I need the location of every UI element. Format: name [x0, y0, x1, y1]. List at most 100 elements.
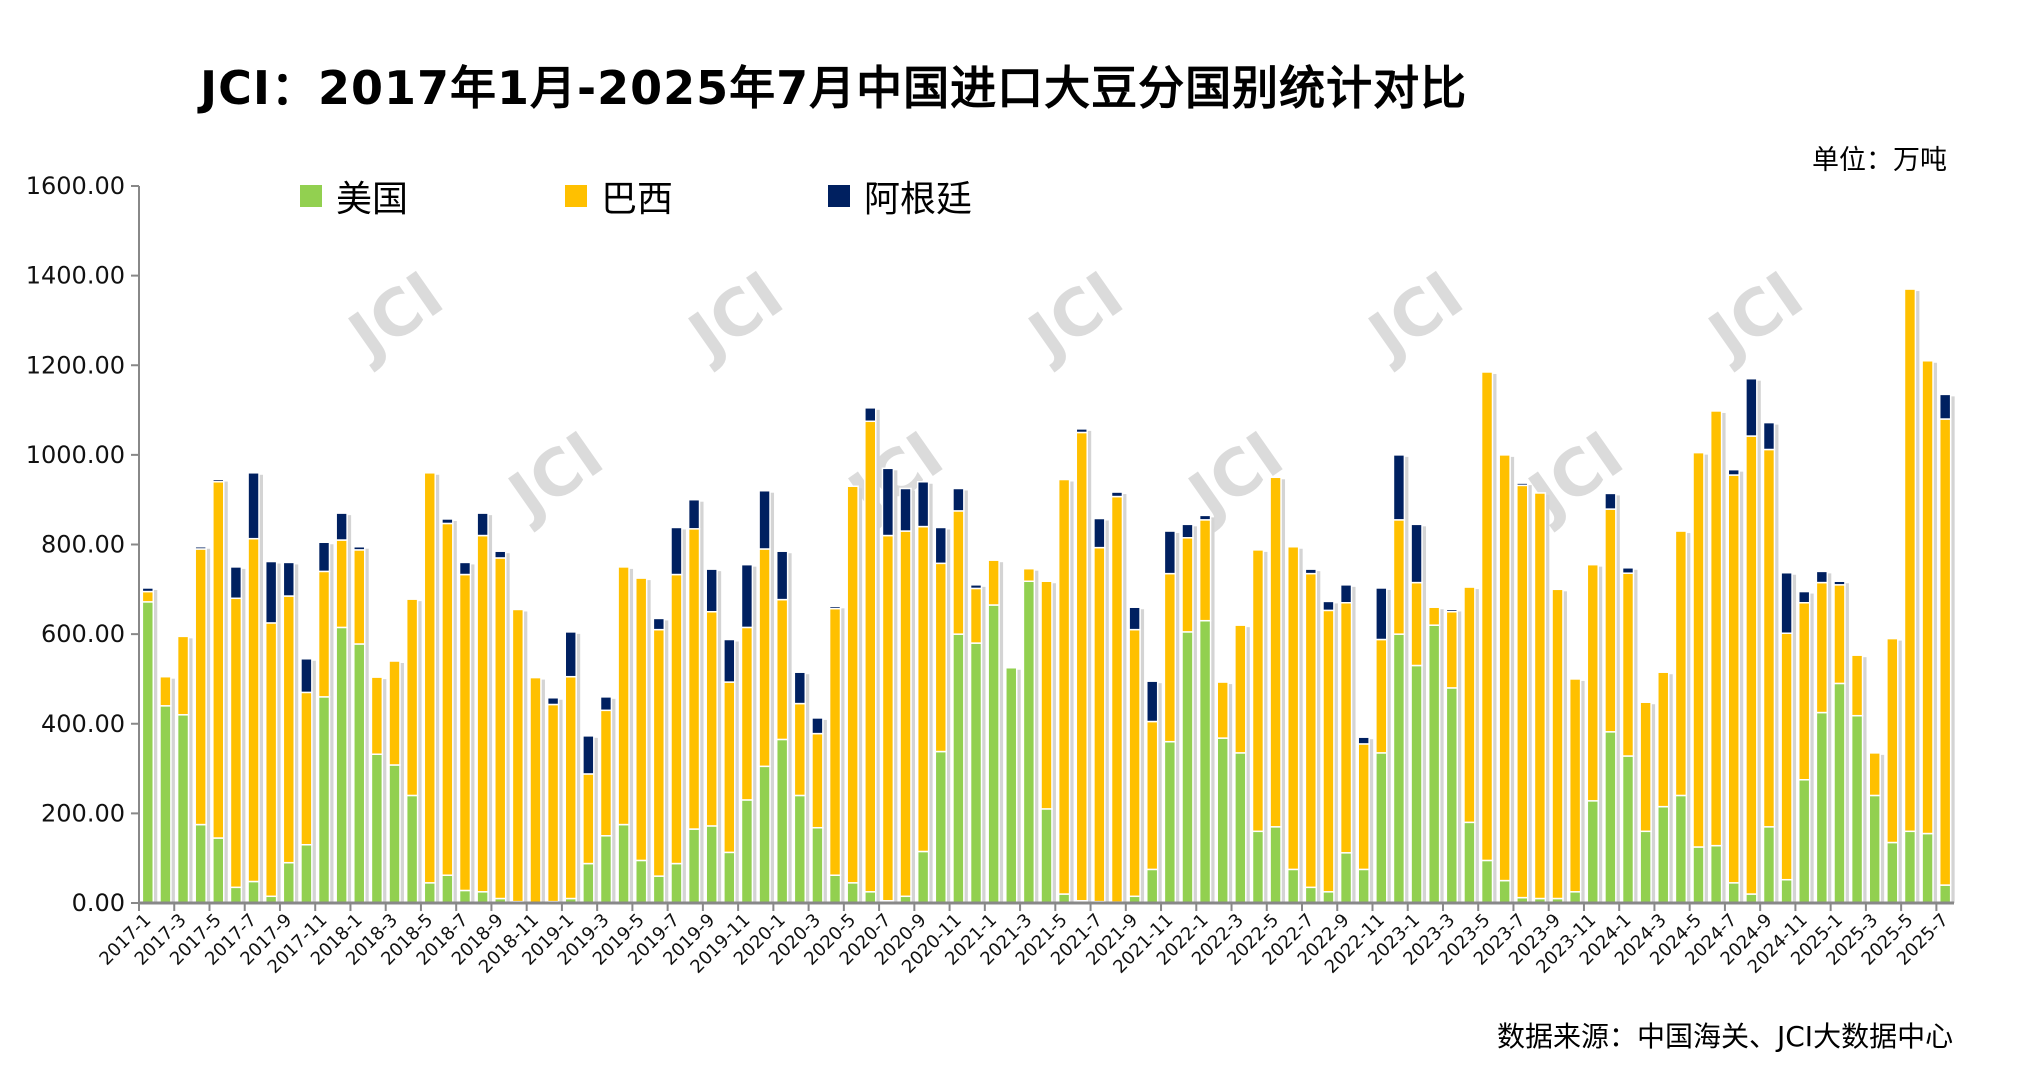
bar-argentina — [1798, 590, 1811, 604]
bar-us — [405, 794, 419, 904]
bar-us — [828, 874, 842, 904]
bar-brazil — [1375, 638, 1388, 754]
bar-argentina — [1445, 608, 1459, 613]
bar-brazil — [1586, 563, 1599, 802]
bar-us — [282, 861, 295, 904]
bar-us — [775, 738, 789, 904]
bar-us — [247, 880, 260, 904]
y-tick-label: 200.00 — [41, 799, 125, 827]
bar-argentina — [194, 545, 207, 550]
legend-swatch-us — [300, 185, 322, 207]
bar-argentina — [546, 697, 560, 706]
bar-brazil — [1163, 572, 1177, 743]
bar-brazil — [1480, 371, 1494, 862]
bar-us — [952, 633, 965, 904]
bar-argentina — [1815, 570, 1829, 584]
bar-brazil — [1146, 720, 1159, 871]
bar-us — [1921, 832, 1934, 904]
bar-brazil — [1304, 572, 1318, 889]
bar-argentina — [775, 550, 789, 601]
bar-argentina — [335, 512, 348, 541]
bar-brazil — [599, 709, 613, 837]
bar-argentina — [1110, 491, 1124, 498]
bar-argentina — [1604, 492, 1617, 510]
bar-brazil — [1938, 418, 1952, 886]
bar-brazil — [1639, 701, 1652, 833]
watermark-text: JCI — [333, 258, 456, 375]
bar-brazil — [1216, 681, 1229, 739]
bar-brazil — [546, 703, 560, 903]
bar-brazil — [1727, 474, 1740, 884]
bar-argentina — [476, 512, 489, 537]
bar-us — [793, 794, 807, 904]
source-label: 数据来源：中国海关、JCI大数据中心 — [1497, 1020, 1954, 1053]
bar-argentina — [1621, 567, 1635, 574]
bar-brazil — [1040, 580, 1053, 810]
bar-brazil — [159, 675, 172, 707]
bar-brazil — [423, 472, 436, 884]
bar-brazil — [687, 528, 701, 830]
y-tick-label: 600.00 — [41, 620, 125, 648]
bar-us — [176, 714, 190, 904]
bar-brazil — [1709, 410, 1723, 847]
bar-us — [317, 696, 331, 904]
bar-argentina — [229, 566, 243, 600]
y-tick-label: 1400.00 — [26, 262, 125, 290]
bar-argentina — [264, 560, 278, 624]
bar-us — [353, 643, 366, 904]
bar-brazil — [494, 557, 507, 900]
bar-brazil — [723, 681, 736, 854]
bar-argentina — [1938, 393, 1952, 420]
bar-us — [1286, 868, 1300, 904]
bar-us — [1604, 731, 1617, 904]
bar-us — [1322, 891, 1335, 904]
bar-argentina — [1163, 530, 1177, 575]
bar-brazil — [141, 590, 155, 603]
bar-us — [212, 837, 225, 904]
bar-us — [1410, 664, 1423, 904]
bar-brazil — [1762, 448, 1776, 828]
bar-brazil — [1234, 624, 1247, 754]
bar-argentina — [300, 658, 313, 694]
bar-us — [1815, 711, 1829, 904]
legend-swatch-argentina — [828, 185, 850, 207]
bar-us — [1480, 859, 1494, 904]
bar-brazil — [793, 702, 807, 797]
bar-brazil — [846, 485, 859, 884]
bar-argentina — [1745, 377, 1758, 437]
bar-us — [1780, 878, 1793, 904]
bar-us — [1798, 779, 1811, 904]
bar-brazil — [740, 626, 754, 801]
bar-brazil — [335, 539, 348, 629]
bar-argentina — [1339, 584, 1353, 604]
bar-argentina — [247, 472, 260, 540]
bar-brazil — [405, 598, 419, 797]
bar-brazil — [1745, 435, 1758, 895]
bar-brazil — [300, 691, 313, 846]
bar-brazil — [1798, 602, 1811, 781]
bar-argentina — [652, 617, 666, 631]
bar-us — [811, 826, 824, 904]
bar-brazil — [1286, 545, 1300, 871]
bar-us — [1762, 826, 1776, 904]
watermark: JCI — [333, 258, 456, 375]
bar-us — [1304, 886, 1318, 904]
bar-us — [1833, 682, 1846, 904]
bar-brazil — [1621, 572, 1635, 757]
bar-argentina — [353, 545, 366, 551]
bar-us — [1022, 580, 1036, 904]
bar-brazil — [899, 530, 912, 898]
legend-item-argentina: 阿根廷 — [828, 170, 972, 222]
bar-brazil — [212, 481, 225, 839]
bar-brazil — [1322, 609, 1335, 893]
bar-us — [1903, 830, 1917, 904]
bar-us — [1181, 631, 1194, 904]
legend-swatch-brazil — [565, 185, 587, 207]
bar-brazil — [1921, 360, 1934, 835]
bar-us — [1850, 714, 1864, 904]
bar-argentina — [934, 526, 947, 565]
bar-us — [617, 823, 630, 904]
bar-argentina — [864, 407, 877, 423]
bar-brazil — [1780, 632, 1793, 881]
bar-brazil — [247, 537, 260, 883]
